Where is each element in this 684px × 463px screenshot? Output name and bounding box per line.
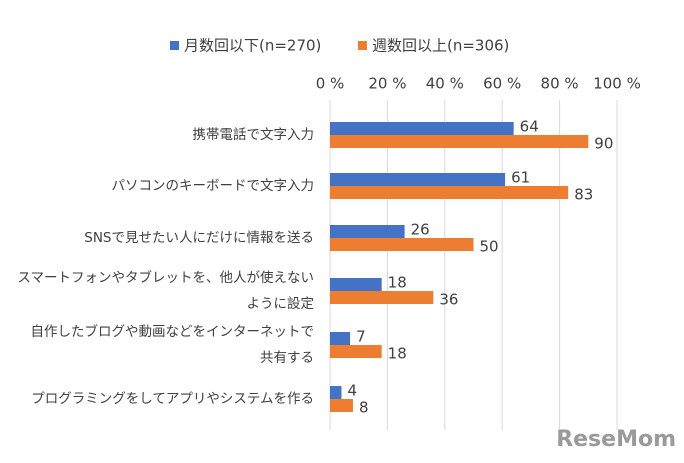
watermark: ReseMom xyxy=(556,427,676,452)
x-tick-label: 80 % xyxy=(541,75,579,93)
bar xyxy=(330,386,342,399)
bar xyxy=(330,291,434,304)
x-tick-label: 0 % xyxy=(316,75,345,93)
legend-label: 週数回以上(n=306) xyxy=(372,37,509,55)
x-tick-label: 20 % xyxy=(368,75,406,93)
data-label: 83 xyxy=(574,186,593,204)
bar xyxy=(330,345,382,358)
data-label: 7 xyxy=(356,328,366,346)
y-tick-label: SNSで見せたい人にだけに情報を送る xyxy=(84,230,314,246)
data-label: 4 xyxy=(347,382,357,400)
y-tick-label: 携帯電話で文字入力 xyxy=(192,127,315,143)
data-label: 64 xyxy=(520,118,539,136)
y-tick-label: パソコンのキーボードで文字入力 xyxy=(111,178,315,194)
data-label: 18 xyxy=(388,274,407,292)
x-tick-label: 40 % xyxy=(426,75,464,93)
legend-swatch xyxy=(358,41,367,50)
data-label: 50 xyxy=(480,238,499,256)
data-label: 8 xyxy=(359,399,369,417)
bar xyxy=(330,135,589,148)
x-tick-label: 60 % xyxy=(483,75,521,93)
data-label: 26 xyxy=(411,221,430,239)
bar xyxy=(330,173,506,186)
bar xyxy=(330,186,569,199)
x-tick-label: 100 % xyxy=(593,75,641,93)
y-tick-label: 自作したブログや動画などをインターネットで 共有する xyxy=(30,324,315,366)
bar xyxy=(330,278,382,291)
data-label: 61 xyxy=(511,169,530,187)
data-label: 90 xyxy=(594,135,613,153)
y-tick-label: プログラミングをしてアプリやシステムを作る xyxy=(31,391,314,407)
y-tick-label: スマートフォンやタブレットを、他人が使えない ように設定 xyxy=(17,270,314,312)
legend-swatch xyxy=(170,41,179,50)
legend-label: 月数回以下(n=270) xyxy=(184,37,321,55)
data-label: 18 xyxy=(388,345,407,363)
bar xyxy=(330,122,514,135)
data-label: 36 xyxy=(439,291,458,309)
bar xyxy=(330,238,474,251)
bar xyxy=(330,399,353,412)
bar xyxy=(330,225,405,238)
bar xyxy=(330,332,351,345)
